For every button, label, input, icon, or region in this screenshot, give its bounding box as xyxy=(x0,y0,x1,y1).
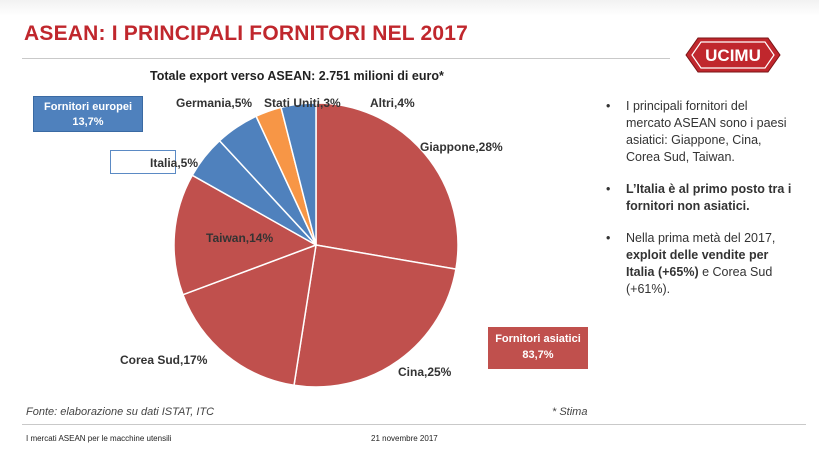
slice-label-germania: Germania,5% xyxy=(176,96,253,110)
source-note: Fonte: elaborazione su dati ISTAT, ITC xyxy=(26,406,215,418)
footer-divider xyxy=(22,424,806,425)
bullet-item-0: • I principali fornitori del mercato ASEA… xyxy=(606,98,796,166)
title-divider xyxy=(22,58,670,59)
europe-group-name: Fornitori europei xyxy=(44,101,132,113)
bullet-item-1: • L’Italia è al primo posto tra i fornito… xyxy=(606,181,796,215)
asia-group-name: Fornitori asiatici xyxy=(495,333,581,345)
bullet-text: e Corea Sud (+61%). xyxy=(626,265,773,296)
italia-highlight-box xyxy=(110,150,176,174)
bullet-text: L’Italia è al primo posto tra i fornitor… xyxy=(626,182,792,213)
europe-group-label: Fornitori europei 13,7% xyxy=(33,96,143,132)
slide-title: ASEAN: I PRINCIPALI FORNITORI NEL 2017 xyxy=(24,22,469,45)
pie-slice-2 xyxy=(182,243,317,387)
chart-title: Totale export verso ASEAN: 2.751 milioni… xyxy=(150,69,444,83)
bullet-text: Nella prima metà del 2017, xyxy=(626,231,776,245)
bullet-text: exploit delle vendite per Italia (+65%) xyxy=(626,248,769,279)
bullet-dot: • xyxy=(606,231,611,245)
logo-text: UCIMU xyxy=(705,46,761,65)
pie-slice-0 xyxy=(315,102,459,271)
pie-slice-1 xyxy=(293,244,457,388)
slice-label-altri: Altri,4% xyxy=(370,96,415,110)
slice-label-cina: Cina,25% xyxy=(398,365,452,379)
pie-slice-3 xyxy=(173,174,318,296)
bullet-item-2: • Nella prima metà del 2017, exploit dell… xyxy=(606,230,796,298)
slice-label-corea: Corea Sud,17% xyxy=(120,353,208,367)
bullet-list: • I principali fornitori del mercato ASEA… xyxy=(606,98,796,313)
bullet-dot: • xyxy=(606,182,611,196)
estimate-note: * Stima xyxy=(552,406,588,418)
europe-group-share: 13,7% xyxy=(72,116,104,128)
slice-label-stati-uniti: Stati Uniti,3% xyxy=(264,96,341,110)
footer-date: 21 novembre 2017 xyxy=(371,434,438,443)
asia-group-share: 83,7% xyxy=(522,349,554,361)
pie-slice-7 xyxy=(280,102,317,246)
slice-label-taiwan: Taiwan,14% xyxy=(206,231,274,245)
footer-caption: I mercati ASEAN per le macchine utensili xyxy=(26,434,172,443)
bullet-text: I principali fornitori del mercato ASEAN… xyxy=(626,99,787,164)
ucimu-logo: UCIMU xyxy=(685,37,781,73)
bullet-dot: • xyxy=(606,99,611,113)
slice-label-giappone: Giappone,28% xyxy=(420,140,503,154)
top-band xyxy=(0,0,819,16)
asia-group-label: Fornitori asiatici 83,7% xyxy=(488,327,588,369)
slice-label-italia: Italia,5% xyxy=(150,156,199,170)
